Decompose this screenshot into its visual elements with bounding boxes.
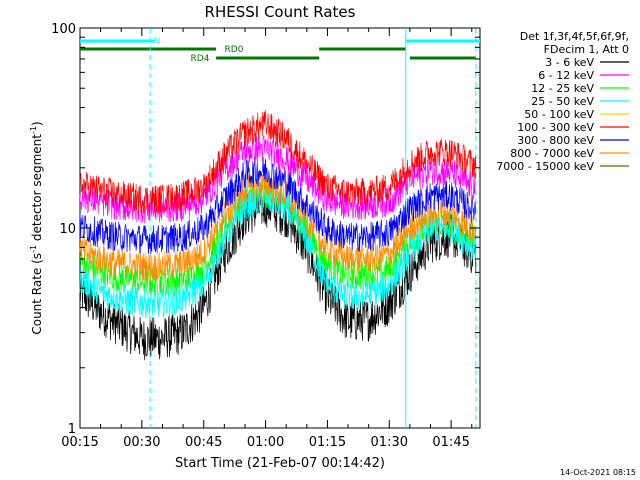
legend-entry-label: 12 - 25 keV [531, 82, 594, 95]
flag-bar-label: N [154, 37, 161, 47]
series-line [79, 110, 477, 214]
timestamp: 14-Oct-2021 08:15 [560, 468, 636, 477]
x-tick-label: 01:30 [371, 435, 408, 450]
legend-header: FDecim 1, Att 0 [544, 43, 629, 56]
y-tick-label: 10 [59, 222, 76, 237]
x-tick-label: 00:30 [123, 435, 160, 450]
legend-entry-label: 100 - 300 keV [517, 121, 594, 134]
chart-title: RHESSI Count Rates [205, 3, 356, 21]
flag-bar-label: RD4 [191, 54, 210, 64]
legend-entry-label: 300 - 800 keV [517, 134, 594, 147]
x-tick-label: 01:15 [309, 435, 346, 450]
x-tick-label: 00:15 [61, 435, 98, 450]
x-axis-label: Start Time (21-Feb-07 00:14:42) [175, 456, 385, 471]
series-line [79, 186, 477, 319]
x-tick-label: 01:45 [432, 435, 469, 450]
flag-bar-label: RD0 [225, 45, 244, 55]
legend-entry-label: 7000 - 15000 keV [496, 160, 594, 173]
legend-entry-label: 25 - 50 keV [531, 95, 594, 108]
legend-entry-label: 3 - 6 keV [545, 56, 594, 69]
legend: Det 1f,3f,4f,5f,6f,9f,FDecim 1, Att 03 -… [496, 30, 629, 173]
series-group [79, 110, 477, 361]
x-tick-label: 01:00 [247, 435, 284, 450]
x-tick-label: 00:45 [185, 435, 222, 450]
y-axis-label: Count Rate (s-1 detector segment-1) [29, 121, 44, 334]
y-tick-label: 100 [51, 22, 76, 37]
axes: 00:15 00:30 00:45 01:00 01:15 01:30 01:45 1 10 10… [51, 22, 480, 450]
legend-entry-label: 50 - 100 keV [524, 108, 594, 121]
series-line [79, 157, 477, 254]
legend-entry-label: 800 - 7000 keV [510, 147, 594, 160]
legend-entry-label: 6 - 12 keV [538, 69, 594, 82]
series-line [79, 186, 477, 361]
flag-bars: N RD0 RD4 [80, 37, 480, 64]
legend-header: Det 1f,3f,4f,5f,6f,9f, [520, 30, 629, 43]
y-tick-label: 1 [68, 422, 76, 437]
